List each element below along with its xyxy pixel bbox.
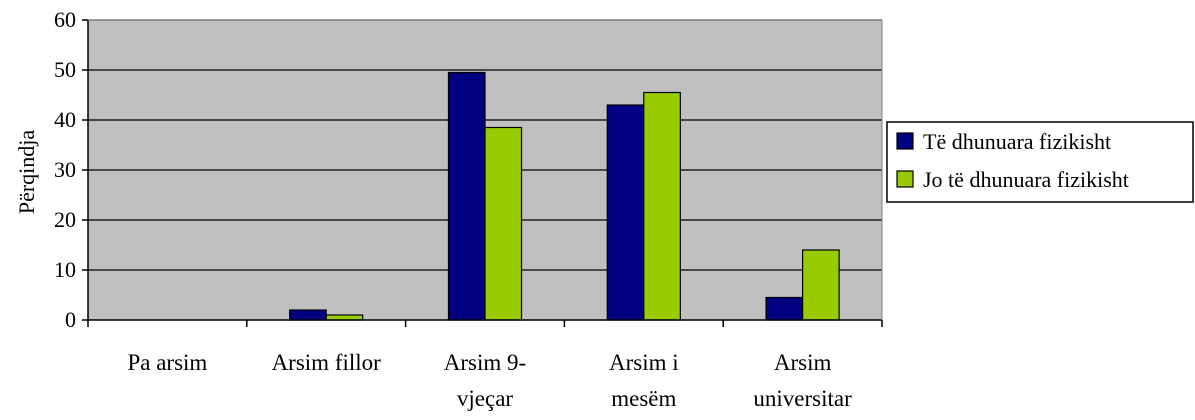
legend-label: Jo të dhunuara fizikisht [923,167,1129,192]
y-tick-label: 50 [54,57,76,82]
x-category-label-line: Arsim fillor [272,350,382,375]
y-tick-label: 20 [54,207,76,232]
y-tick-label: 30 [54,157,76,182]
bar-series1 [765,296,804,321]
y-tick-label: 0 [65,307,76,332]
x-category-label-line: mesëm [611,386,676,411]
y-tick-label: 40 [54,107,76,132]
x-category-label: Arsim i mesëm [609,350,679,411]
bar-series1 [447,71,486,321]
x-category-label: Arsim universitar [753,350,852,411]
legend: Të dhunuara fizikisht Jo të dhunuara fizi… [886,121,1194,203]
bar-series2 [643,91,681,321]
x-category-label: Pa arsim [127,350,207,375]
x-category-label-line: Arsim [774,350,832,375]
y-tick-labels: 0 10 20 30 40 50 60 [54,7,88,332]
bar-series1 [289,309,327,321]
bar-series2 [484,126,523,321]
legend-box [886,121,1194,203]
y-tick-label: 60 [54,7,76,32]
x-category-label-line: Arsim 9- [444,350,526,375]
legend-swatch [896,170,914,188]
x-category-labels: Pa arsim Arsim fillor Arsim 9-vjeçarArsim … [87,320,883,411]
bar-series1 [606,104,645,321]
x-category-label-line: vjeçar [457,386,514,411]
x-category-label-line: Arsim i [609,350,679,375]
x-category-label-line: Pa arsim [127,350,207,375]
y-axis-label: Përqindja [14,130,39,215]
bars [289,71,840,321]
bar-series2 [801,249,840,321]
y-tick-label: 10 [54,257,76,282]
legend-swatch [896,132,914,150]
legend-label: Të dhunuara fizikisht [923,129,1111,154]
x-category-label: Arsim 9- vjeçar [444,350,526,411]
x-category-label-line: universitar [753,386,852,411]
x-category-label: Arsim fillor [272,350,382,375]
